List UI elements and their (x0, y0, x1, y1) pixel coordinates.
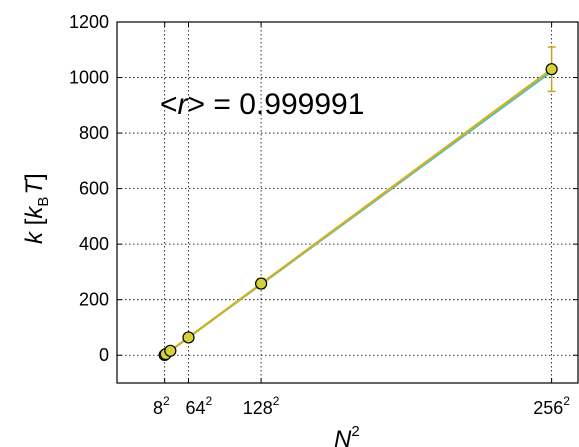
x-axis-label-base: N (334, 426, 352, 447)
x-axis-label: N2 (334, 423, 360, 447)
x-tick-label-base: 256 (533, 398, 563, 418)
y-tick-label: 800 (79, 123, 109, 143)
x-tick-label-exp: 2 (563, 394, 570, 408)
y-tick-label: 1200 (69, 12, 109, 32)
annotation-value: = 0.999991 (205, 88, 364, 121)
x-tick-label: 1282 (243, 394, 280, 418)
grid (117, 21, 578, 383)
x-tick-label: 642 (185, 394, 212, 418)
y-tick-label: 600 (79, 179, 109, 199)
y-axis-label-kb: k (21, 205, 48, 219)
data-points (158, 63, 558, 362)
x-tick-label-exp: 2 (163, 394, 170, 408)
y-tick-label: 400 (79, 234, 109, 254)
x-tick-label: 82 (153, 394, 170, 418)
x-tick-label-exp: 2 (206, 394, 213, 408)
annotation-close: > (188, 88, 206, 121)
x-ticks: 82 642 1282 2562 (153, 22, 570, 418)
plot-frame (116, 21, 579, 384)
data-point (255, 277, 268, 290)
y-ticks: 0 200 400 600 800 1000 1200 (69, 12, 578, 365)
x-tick-label-exp: 2 (273, 394, 280, 408)
fit-lines (164, 68, 553, 356)
annotation-open: < (160, 88, 178, 121)
y-tick-label: 1000 (69, 68, 109, 88)
x-tick-label-base: 64 (185, 398, 205, 418)
y-axis-label-T: T (21, 178, 48, 195)
correlation-annotation: <r> = 0.999991 (160, 88, 364, 121)
x-tick-label-base: 128 (243, 398, 273, 418)
annotation-r: r (178, 88, 189, 121)
y-tick-label: 200 (79, 290, 109, 310)
y-axis-label: k [kBT] (21, 173, 52, 244)
y-axis-label-open: [ (21, 218, 48, 232)
data-point (164, 344, 177, 357)
x-tick-label-base: 8 (153, 398, 163, 418)
x-axis-label-exp: 2 (351, 423, 359, 440)
data-point (182, 331, 195, 344)
y-axis-label-close: ] (21, 173, 48, 180)
y-axis-label-sub: B (35, 197, 52, 207)
y-axis-label-k: k (21, 230, 48, 244)
data-point (545, 63, 558, 76)
y-tick-label: 0 (99, 345, 109, 365)
x-tick-label: 2562 (533, 394, 570, 418)
fit-line (164, 68, 553, 356)
